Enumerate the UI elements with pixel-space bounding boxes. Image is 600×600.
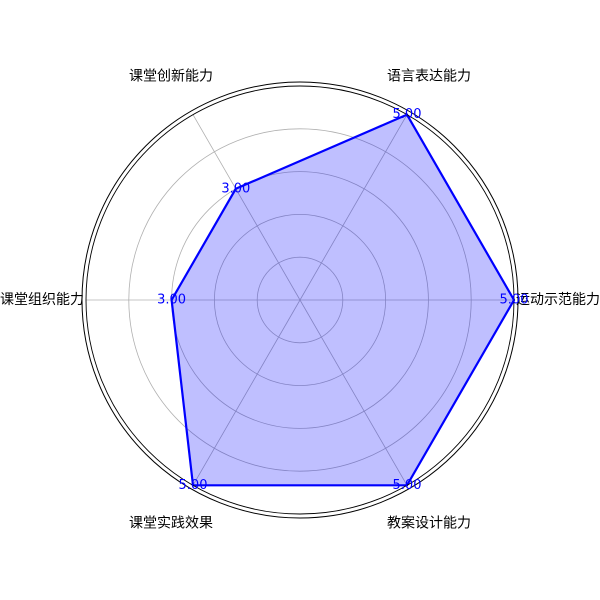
grid-spoke-3 [192,114,301,301]
value-label-2: 5.00 [393,107,422,122]
grid-layer [86,114,514,486]
grid-spoke-2 [299,114,408,301]
category-label-6: 教案设计能力 [387,514,471,531]
inner-frame-ring [85,85,515,515]
category-label-4: 课堂组织能力 [0,292,84,308]
value-label-5: 5.00 [179,478,208,493]
category-label-3: 课堂创新能力 [129,69,213,85]
category-label-2: 语言表达能力 [387,69,471,85]
value-label-6: 5.00 [393,478,422,493]
series-layer [170,113,516,487]
outer-ring-layer [81,81,519,519]
grid-spoke-6 [299,299,408,486]
outer-frame-ring [81,81,519,519]
value-label-4: 3.00 [157,293,186,308]
value-label-3: 3.00 [221,181,250,196]
category-label-5: 课堂实践效果 [129,515,213,531]
grid-spoke-5 [192,299,301,486]
series-area [171,114,514,486]
category-label-1: 运动示范能力 [516,291,600,308]
value-label-1: 5.00 [500,293,529,308]
